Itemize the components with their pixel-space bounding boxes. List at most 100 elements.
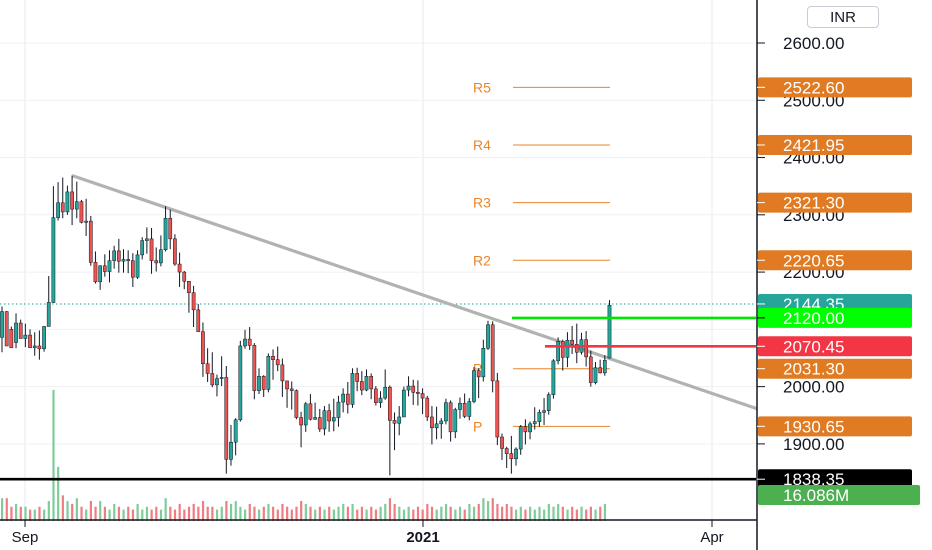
volume-bar	[524, 509, 527, 521]
candle	[65, 185, 70, 215]
volume-bar	[192, 503, 195, 521]
candle	[215, 374, 219, 397]
volume-bar	[328, 506, 331, 521]
candle	[537, 409, 542, 427]
candle	[9, 326, 14, 348]
pivot-label-2: R3	[473, 195, 491, 211]
candle	[453, 407, 458, 439]
volume-bar	[89, 501, 92, 521]
candle	[84, 198, 88, 236]
candle	[341, 388, 345, 413]
volume-bar	[585, 509, 588, 521]
candle	[154, 247, 159, 272]
volume-bar	[57, 466, 60, 521]
volume-bar	[300, 501, 303, 521]
volume-bar	[234, 501, 237, 521]
currency-button[interactable]: INR	[807, 6, 879, 28]
volume-bar	[178, 503, 181, 521]
volume-bar	[108, 509, 111, 521]
volume-bar	[501, 506, 504, 521]
pivot-price-tag-2: 2321.30	[757, 192, 912, 213]
candle	[266, 353, 271, 393]
volume-bar	[211, 506, 214, 521]
volume-bar	[75, 498, 78, 521]
volume-bar	[580, 506, 583, 521]
volume-bar	[61, 495, 64, 521]
candle	[219, 356, 224, 387]
volume-bar	[187, 506, 191, 521]
pivot-price-tag-0: 2522.60	[757, 77, 912, 98]
svg-text:2522.60: 2522.60	[783, 78, 844, 97]
candle	[224, 366, 229, 474]
candle	[191, 285, 196, 328]
candle	[271, 349, 275, 380]
volume-bar	[206, 506, 209, 521]
candle	[308, 394, 313, 421]
candle	[378, 391, 383, 408]
candle	[430, 406, 434, 445]
grid	[0, 0, 756, 520]
volume-bar	[594, 509, 597, 521]
volume-bar	[215, 509, 219, 521]
volume-bar	[337, 506, 340, 521]
volume-bar	[449, 506, 452, 521]
pivot-label-4: P	[473, 361, 482, 377]
trendline	[71, 174, 758, 410]
volume-bar	[253, 506, 256, 521]
pivot-price-tag-5: 1930.65	[757, 416, 912, 437]
candle	[229, 424, 233, 466]
volume-bar	[365, 509, 368, 521]
candle	[60, 177, 65, 219]
resistance-trendline	[71, 174, 758, 410]
time-tick-label: 2021	[406, 529, 439, 546]
volume-bar	[332, 509, 335, 521]
candle	[285, 380, 289, 408]
candle	[88, 215, 93, 266]
candle	[518, 424, 523, 455]
candle	[355, 367, 359, 392]
candle	[121, 249, 126, 273]
volume-bar	[10, 506, 13, 521]
volume-bars	[1, 389, 607, 521]
candle	[556, 337, 560, 365]
volume-bar	[295, 506, 298, 521]
candle	[588, 350, 593, 387]
candle	[149, 227, 154, 274]
candle	[528, 421, 532, 440]
volume-bar	[360, 506, 364, 521]
volume-bar	[463, 509, 466, 521]
candle	[490, 321, 495, 393]
candle	[37, 330, 42, 360]
candle	[397, 406, 402, 436]
volume-bar	[430, 506, 434, 521]
volume-bar	[547, 503, 550, 521]
candle	[462, 393, 467, 419]
volume-bar	[552, 506, 555, 521]
candle	[93, 251, 98, 284]
candle	[201, 322, 205, 377]
pivot-price-tag-3: 2220.65	[757, 250, 912, 270]
candle	[28, 329, 32, 348]
volume-bar	[197, 506, 200, 521]
volume-bar	[356, 509, 359, 521]
svg-text:2321.30: 2321.30	[783, 194, 844, 213]
candle	[130, 253, 135, 287]
candle	[467, 398, 472, 421]
volume-bar	[515, 509, 518, 521]
pivot-price-tag-1: 2421.95	[757, 134, 912, 155]
candle	[210, 352, 215, 388]
candle	[247, 327, 252, 350]
volume-bar	[290, 509, 293, 521]
candle	[252, 343, 257, 400]
volume-bar	[272, 506, 275, 521]
candle	[289, 381, 294, 410]
candle	[388, 385, 392, 476]
volume-bar	[407, 506, 410, 521]
candle	[448, 400, 453, 442]
volume-bar	[351, 503, 354, 521]
volume-bar	[603, 503, 607, 521]
candle	[243, 329, 247, 349]
candle	[504, 446, 509, 468]
candle	[602, 355, 607, 376]
